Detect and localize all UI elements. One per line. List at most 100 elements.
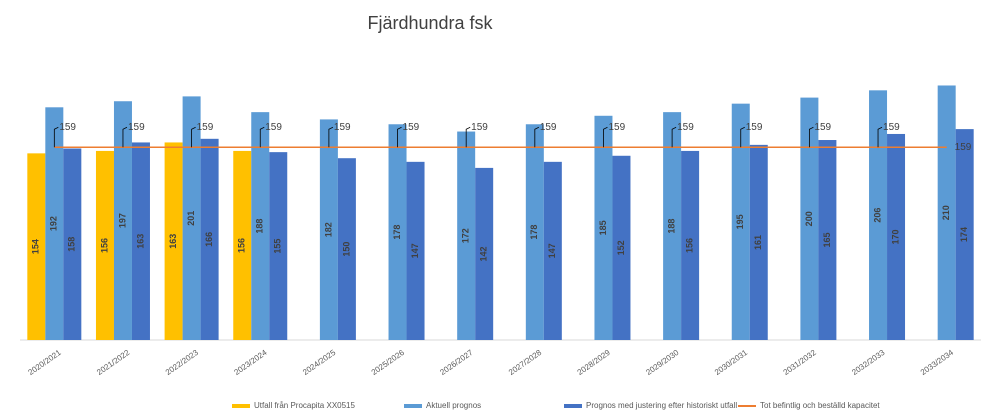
value-label: 155 — [273, 239, 283, 254]
leader-line — [328, 126, 334, 148]
legend-swatch — [404, 404, 422, 408]
value-label: 178 — [392, 225, 402, 240]
value-label: 150 — [341, 242, 351, 257]
legend-label: Utfall från Procapita XX0515 — [254, 401, 355, 410]
bar — [164, 142, 183, 340]
legend-swatch — [232, 404, 250, 408]
bar — [818, 140, 837, 340]
value-label: 192 — [49, 216, 59, 231]
leader-line — [397, 126, 402, 148]
x-tick-label: 2031/2032 — [782, 348, 819, 377]
bar — [937, 85, 956, 340]
line-value-label: 159 — [334, 122, 351, 133]
bar — [45, 107, 64, 341]
bar — [406, 161, 425, 340]
leader-line — [191, 126, 196, 148]
bar — [337, 158, 356, 340]
value-label: 142 — [479, 246, 489, 261]
line-value-label: 159 — [197, 122, 214, 133]
value-label: 147 — [410, 243, 420, 258]
x-tick-label: 2030/2031 — [713, 348, 750, 377]
value-label: 172 — [461, 228, 471, 243]
x-tick-label: 2027/2028 — [507, 348, 544, 377]
line-value-label: 159 — [955, 142, 972, 153]
leader-line — [53, 126, 59, 148]
value-label: 166 — [204, 232, 214, 247]
x-tick-label: 2029/2030 — [644, 348, 681, 377]
bar — [525, 124, 544, 340]
bar — [749, 144, 768, 340]
bar — [955, 129, 974, 340]
line-value-label: 159 — [608, 122, 625, 133]
leader-line — [122, 126, 128, 148]
leader-line — [877, 126, 883, 148]
bar — [612, 155, 631, 340]
bar — [800, 97, 819, 340]
legend-swatch — [564, 404, 582, 408]
x-tick-label: 2021/2022 — [95, 348, 132, 377]
line-value-label: 159 — [59, 122, 76, 133]
line-value-label: 159 — [403, 122, 420, 133]
value-label: 188 — [666, 219, 676, 234]
line-value-label: 159 — [883, 122, 900, 133]
value-label: 206 — [872, 208, 882, 223]
leader-line — [465, 126, 471, 148]
bar — [233, 150, 252, 340]
chart-title: Fjärdhundra fsk — [367, 13, 493, 33]
legend-label: Tot befintlig och beställd kapacitet — [760, 401, 880, 410]
bar — [594, 115, 613, 340]
bar — [457, 131, 476, 340]
bar — [869, 90, 888, 340]
bar — [388, 124, 407, 340]
bar — [663, 112, 682, 340]
leader-line — [259, 126, 265, 148]
value-label: 170 — [890, 229, 900, 244]
value-label: 210 — [941, 205, 951, 220]
bar — [269, 152, 288, 340]
x-tick-label: 2028/2029 — [576, 348, 613, 377]
bar — [251, 112, 270, 340]
value-label: 147 — [547, 243, 557, 258]
line-value-label: 159 — [540, 122, 557, 133]
value-label: 185 — [598, 220, 608, 235]
value-label: 161 — [753, 235, 763, 250]
x-tick-label: 2032/2033 — [850, 348, 887, 377]
value-label: 156 — [99, 238, 109, 253]
value-label: 195 — [735, 214, 745, 229]
bar — [319, 119, 338, 340]
value-label: 156 — [684, 238, 694, 253]
line-value-label: 159 — [814, 122, 831, 133]
line-value-label: 159 — [128, 122, 145, 133]
bar — [131, 142, 150, 340]
value-label: 182 — [323, 222, 333, 237]
x-tick-label: 2020/2021 — [27, 348, 64, 377]
x-tick-label: 2026/2027 — [438, 348, 475, 377]
value-label: 158 — [67, 237, 77, 252]
x-tick-label: 2025/2026 — [370, 348, 407, 377]
value-label: 201 — [186, 211, 196, 226]
value-label: 174 — [959, 227, 969, 242]
leader-line — [808, 126, 814, 148]
bar — [27, 153, 46, 340]
legend-label: Prognos med justering efter historiskt u… — [586, 401, 737, 410]
x-tick-label: 2023/2024 — [232, 348, 269, 377]
line-value-label: 159 — [471, 122, 488, 133]
bar — [95, 150, 114, 340]
value-label: 200 — [804, 211, 814, 226]
x-tick-label: 2033/2034 — [919, 348, 956, 377]
bar — [63, 148, 82, 340]
bar — [543, 161, 562, 340]
value-label: 163 — [135, 234, 145, 249]
line-value-label: 159 — [677, 122, 694, 133]
x-tick-label: 2024/2025 — [301, 348, 338, 377]
legend-label: Aktuell prognos — [426, 401, 481, 410]
leader-line — [671, 126, 677, 148]
value-label: 165 — [822, 232, 832, 247]
bar — [731, 103, 750, 340]
value-label: 178 — [529, 225, 539, 240]
bar — [200, 138, 219, 340]
bar — [681, 150, 700, 340]
line-value-label: 159 — [265, 122, 282, 133]
bar — [113, 101, 132, 341]
value-label: 197 — [117, 213, 127, 228]
